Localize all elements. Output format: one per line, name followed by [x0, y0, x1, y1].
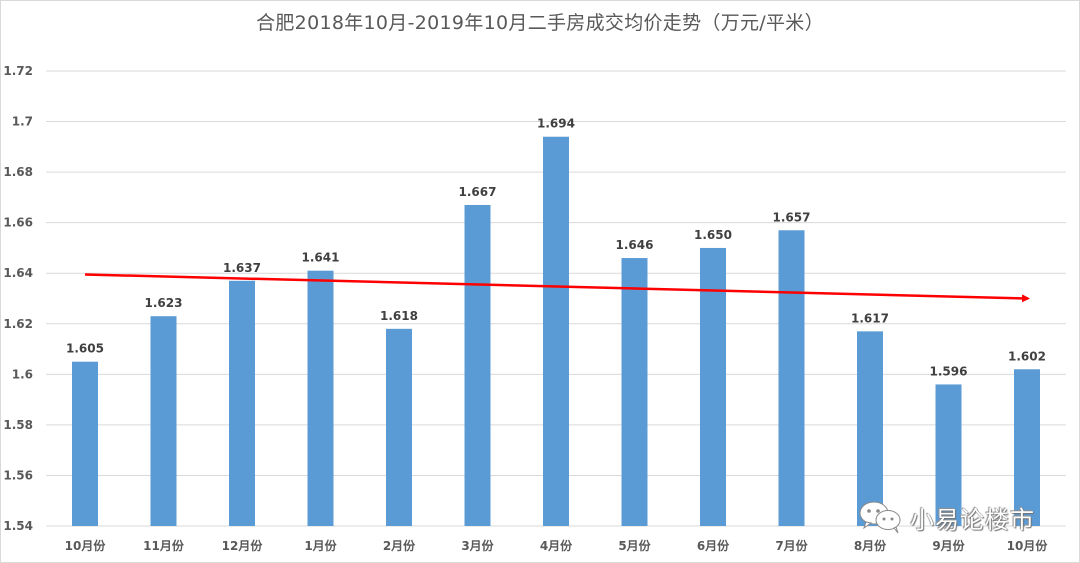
bar [150, 316, 177, 526]
bar [778, 230, 805, 526]
data-label: 1.596 [930, 364, 968, 378]
data-label: 1.694 [537, 117, 575, 131]
bar [700, 247, 726, 526]
y-tick-label: 1.68 [3, 165, 33, 179]
data-label: 1.623 [145, 296, 183, 310]
x-tick-label: 10月份 [65, 538, 107, 553]
data-label: 1.618 [380, 309, 418, 323]
chart-title: 合肥2018年10月-2019年10月二手房成交均价走势（万元/平米） [256, 12, 824, 34]
y-tick-label: 1.72 [3, 64, 33, 78]
data-label: 1.602 [1008, 349, 1046, 363]
bar [543, 136, 569, 526]
data-label: 1.605 [66, 342, 104, 356]
bar [1014, 369, 1040, 526]
x-axis: 10月份 11月份 12月份 1月份 2月份 3月份 4月份 5月份 6月份 7月份 8月份 9月份 1… [65, 538, 1049, 553]
x-tick-label: 2月份 [383, 538, 416, 553]
y-tick-label: 1.7 [12, 115, 33, 129]
bar [935, 384, 962, 526]
data-label: 1.617 [851, 311, 889, 325]
y-tick-label: 1.64 [3, 266, 33, 280]
bar [857, 331, 883, 526]
y-tick-label: 1.56 [3, 468, 33, 482]
y-axis: 1.72 1.7 1.68 1.66 1.64 1.62 1.6 1.58 1.56 1.54 [3, 64, 33, 533]
y-tick-label: 1.66 [3, 216, 33, 230]
x-tick-label: 5月份 [618, 538, 651, 553]
y-tick-label: 1.58 [3, 418, 33, 432]
watermark: 小易论楼市 [858, 500, 1035, 534]
bar [621, 258, 648, 526]
x-tick-label: 6月份 [697, 538, 730, 553]
x-tick-label: 4月份 [540, 538, 573, 553]
y-tick-label: 1.6 [12, 367, 33, 381]
data-label: 1.650 [694, 228, 732, 242]
data-label: 1.667 [459, 185, 497, 199]
y-tick-label: 1.62 [3, 317, 33, 331]
bar [72, 361, 98, 526]
wechat-icon [859, 501, 901, 534]
bar [307, 270, 334, 526]
bars [72, 136, 1040, 526]
watermark-text: 小易论楼市 [910, 505, 1035, 534]
x-tick-label: 1月份 [304, 538, 337, 553]
trend-arrow [84, 273, 1030, 303]
data-label: 1.657 [773, 210, 811, 224]
bar [229, 280, 255, 526]
x-tick-label: 9月份 [932, 538, 965, 553]
x-tick-label: 8月份 [854, 538, 887, 553]
data-label: 1.637 [223, 261, 261, 275]
y-tick-label: 1.54 [3, 519, 33, 533]
x-tick-label: 3月份 [461, 538, 494, 553]
data-labels: 1.605 1.623 1.637 1.641 1.618 1.667 1.694 1.646… [66, 117, 1046, 379]
bar [464, 204, 491, 526]
bar [386, 328, 412, 526]
data-label: 1.641 [302, 251, 340, 265]
x-tick-label: 12月份 [222, 538, 264, 553]
data-label: 1.646 [616, 238, 654, 252]
x-tick-label: 10月份 [1007, 538, 1049, 553]
x-tick-label: 11月份 [143, 538, 185, 553]
x-tick-label: 7月份 [775, 538, 808, 553]
